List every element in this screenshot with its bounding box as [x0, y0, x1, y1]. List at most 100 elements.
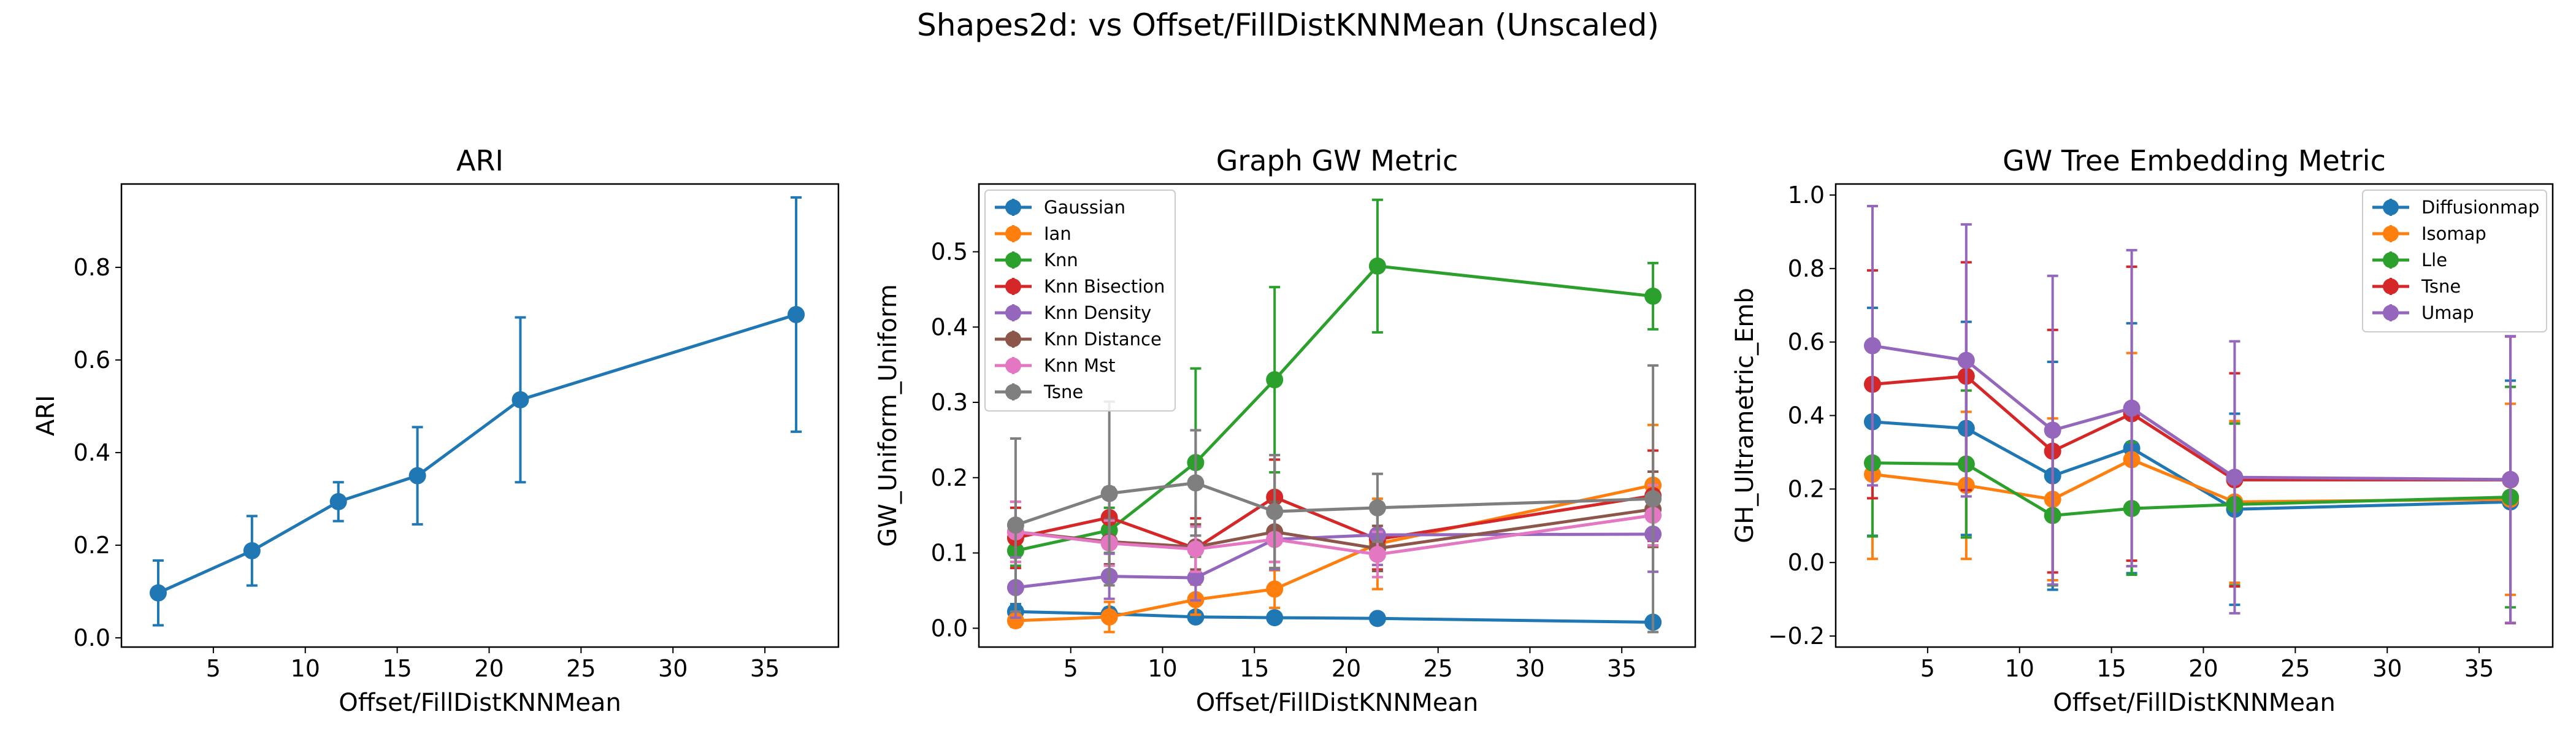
series-line [1015, 610, 1654, 624]
legend-marker [1005, 331, 1021, 347]
legend-item: Knn Distance [995, 329, 1162, 350]
data-point [1187, 608, 1205, 626]
legend-marker [1005, 226, 1021, 242]
y-tick-label: 0.0 [74, 624, 110, 651]
data-point [2226, 469, 2244, 486]
legend-item: Knn Bisection [995, 276, 1165, 297]
data-point [1644, 287, 1662, 305]
data-point [149, 584, 167, 602]
series-line [1872, 420, 2511, 511]
y-tick-label: 0.3 [931, 389, 968, 416]
legend-item: Knn [995, 250, 1078, 270]
data-point [1187, 474, 1205, 492]
x-tick-label: 25 [566, 655, 596, 682]
y-tick-label: 0.2 [74, 532, 110, 559]
y-tick-label: 0.8 [74, 254, 110, 281]
plot-area [149, 196, 805, 627]
x-tick-label: 30 [658, 655, 688, 682]
data-point [512, 391, 529, 408]
x-tick-label: 15 [2096, 655, 2126, 682]
data-point [1266, 503, 1284, 521]
legend-label: Knn [1044, 250, 1078, 270]
legend-marker [2383, 199, 2399, 215]
y-tick-label: 0.4 [931, 313, 968, 340]
x-axis-label: Offset/FillDistKNNMean [1196, 689, 1479, 717]
y-tick-label: 0.6 [1788, 329, 1825, 356]
data-point [1368, 610, 1386, 627]
legend-marker [1005, 278, 1021, 294]
x-tick-label: 20 [474, 655, 504, 682]
plot-area [1863, 204, 2520, 625]
x-tick-label: 20 [2188, 655, 2218, 682]
x-tick-label: 5 [1920, 655, 1935, 682]
data-point [1187, 540, 1205, 558]
chart-3: GW Tree Embedding Metric 5 10 15 20 25 30 35 −0.… [1731, 144, 2554, 717]
legend-item: Knn Mst [995, 355, 1116, 376]
legend-marker [2383, 278, 2399, 294]
data-point [2502, 470, 2520, 488]
legend-label: Knn Distance [1044, 329, 1162, 350]
legend-label: Gaussian [1044, 197, 1125, 218]
legend-label: Knn Density [1044, 302, 1151, 323]
y-tick-label: 0.4 [74, 439, 110, 466]
data-point [1957, 351, 1975, 369]
legend-label: Lle [2421, 250, 2447, 270]
figure-title: Shapes2d: vs Offset/FillDistKNNMean (Uns… [917, 7, 1659, 43]
legend-label: Knn Bisection [1044, 276, 1165, 297]
y-tick-label: 0.6 [74, 347, 110, 374]
x-axis-label: Offset/FillDistKNNMean [339, 689, 621, 717]
chart-title: GW Tree Embedding Metric [2003, 144, 2386, 177]
data-point [1266, 371, 1284, 389]
y-axis-label: GW_Uniform_Uniform [874, 284, 902, 547]
x-tick-label: 15 [382, 655, 412, 682]
series-line [1872, 344, 2511, 481]
legend-marker [1005, 358, 1021, 374]
legend-label: Umap [2421, 302, 2474, 323]
legend-item: Umap [2372, 302, 2474, 323]
legend-label: Diffusionmap [2421, 197, 2539, 218]
x-tick-label: 35 [1607, 655, 1636, 682]
axes-frame [1834, 183, 2554, 648]
x-tick-label: 25 [2280, 655, 2310, 682]
legend-label: Tsne [2421, 276, 2461, 297]
legend-marker [1005, 199, 1021, 215]
legend-item: Isomap [2372, 223, 2486, 244]
data-point [1863, 337, 1881, 355]
legend-label: Ian [1044, 223, 1071, 244]
y-tick-label: 0.5 [931, 238, 968, 265]
chart-title: Graph GW Metric [1216, 144, 1458, 177]
x-tick-label: 30 [2372, 655, 2402, 682]
chart-2: Graph GW Metric 5 10 15 20 25 30 35 0.0 0.1 0.2 0.3… [874, 144, 1696, 717]
series-line [1015, 513, 1654, 556]
series-line [1015, 481, 1654, 527]
series-line [1015, 264, 1654, 553]
data-point [2123, 399, 2141, 417]
y-tick-label: 1.0 [1788, 182, 1825, 209]
x-tick-label: 25 [1424, 655, 1453, 682]
legend-item: Tsne [995, 381, 1083, 402]
legend-item: Ian [995, 223, 1071, 244]
legend-marker [1005, 252, 1021, 268]
x-tick-label: 35 [2464, 655, 2494, 682]
legend-box [2362, 190, 2547, 332]
x-tick-label: 5 [1064, 655, 1078, 682]
data-point [2044, 421, 2061, 439]
data-point [1266, 609, 1284, 627]
axes-frame [978, 183, 1696, 648]
data-point [408, 467, 426, 485]
legend-marker [1005, 305, 1021, 321]
y-tick-label: −0.2 [1768, 623, 1825, 650]
data-point [1368, 499, 1386, 516]
x-tick-label: 15 [1240, 655, 1269, 682]
y-tick-label: 0.2 [1788, 475, 1825, 502]
legend-label: Knn Mst [1044, 355, 1116, 376]
x-tick-label: 20 [1332, 655, 1361, 682]
y-tick-label: 0.0 [931, 615, 968, 642]
legend-marker [2383, 226, 2399, 242]
y-tick-label: 0.4 [1788, 402, 1825, 429]
series-knn [1006, 198, 1662, 567]
data-point [1368, 546, 1386, 563]
y-tick-label: 0.2 [931, 464, 968, 491]
